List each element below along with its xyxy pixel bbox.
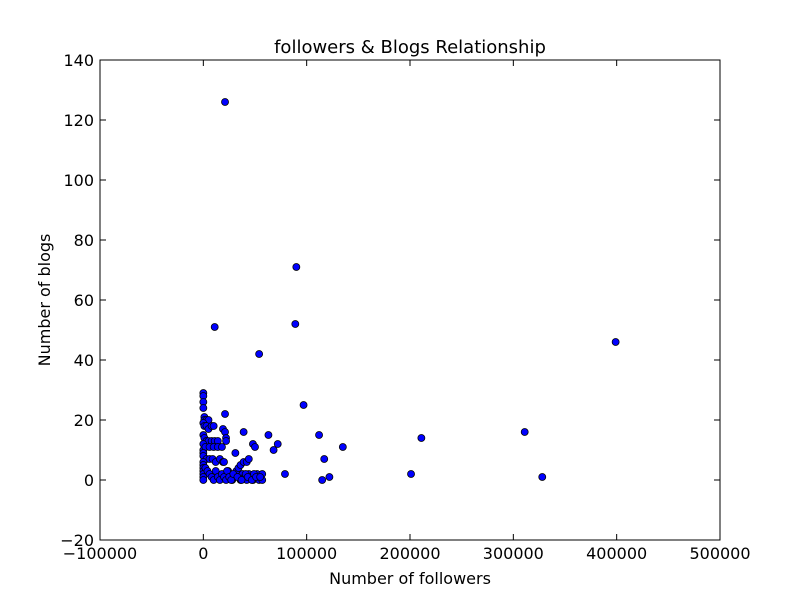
chart-title: followers & Blogs Relationship	[274, 37, 546, 58]
data-point	[299, 401, 308, 409]
data-point	[281, 470, 289, 478]
y-tick-label: 40	[74, 351, 94, 370]
data-point	[231, 449, 240, 457]
data-point	[255, 350, 264, 358]
y-tick-label: 80	[74, 231, 94, 250]
data-point	[220, 458, 228, 466]
data-point	[237, 476, 246, 484]
data-point	[251, 443, 259, 451]
y-tick-label: −20	[60, 531, 94, 550]
data-point	[318, 476, 327, 484]
data-point	[315, 431, 323, 439]
x-tick-label: 0	[198, 544, 208, 563]
y-tick-label: 100	[63, 171, 94, 190]
x-tick-label: 200000	[379, 544, 440, 563]
x-tick-label: 300000	[483, 544, 544, 563]
x-tick-label: −100000	[63, 544, 137, 563]
data-point	[199, 476, 208, 484]
y-tick-label: 120	[63, 111, 94, 130]
data-point	[273, 440, 282, 448]
data-point	[417, 434, 426, 442]
x-tick-label: 400000	[586, 544, 647, 563]
data-point	[244, 455, 253, 463]
y-tick-label: 140	[63, 51, 94, 70]
data-point	[407, 470, 415, 478]
data-point	[520, 428, 529, 436]
data-point	[256, 473, 265, 481]
data-point	[338, 443, 347, 451]
data-point	[292, 263, 301, 271]
data-point	[320, 455, 329, 463]
data-point	[538, 473, 547, 481]
data-point	[291, 320, 300, 328]
plot-frame	[99, 59, 721, 541]
axis-ticks: −100000 0 100000 200000 300000 400000 500000 −2…	[60, 51, 750, 563]
x-tick-label: 500000	[689, 544, 750, 563]
data-point	[264, 431, 273, 439]
data-point	[611, 338, 620, 346]
y-tick-label: 0	[84, 471, 94, 490]
data-points	[199, 98, 620, 484]
y-axis-label: Number of blogs	[35, 234, 54, 367]
x-axis-label: Number of followers	[329, 569, 491, 588]
data-point	[218, 443, 226, 451]
data-point	[325, 473, 334, 481]
data-point	[221, 98, 229, 106]
data-point	[209, 422, 218, 430]
y-tick-label: 20	[74, 411, 94, 430]
data-point	[199, 404, 208, 412]
y-tick-label: 60	[74, 291, 94, 310]
data-point	[269, 446, 278, 454]
data-point	[221, 410, 229, 418]
data-point	[210, 323, 219, 331]
data-point	[239, 428, 248, 436]
data-point	[222, 437, 230, 445]
x-tick-label: 100000	[276, 544, 337, 563]
